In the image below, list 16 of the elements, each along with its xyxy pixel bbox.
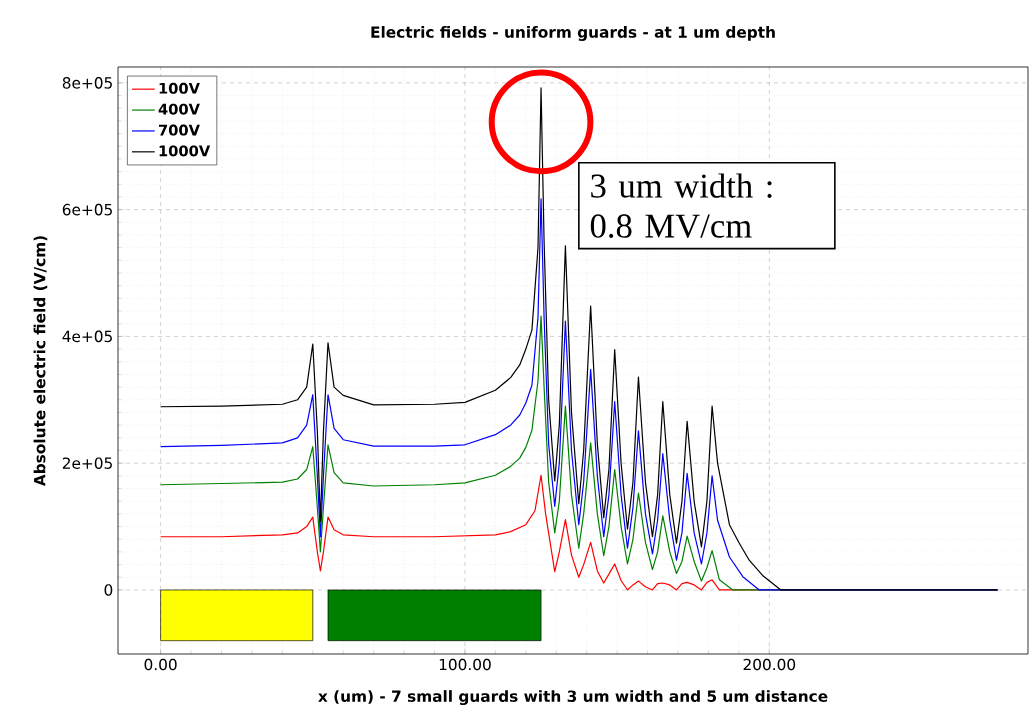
x-tick-label: 100.00 [439,658,491,671]
legend-label: 100V [159,82,200,94]
x-axis-title: x (um) - 7 small guards with 3 um width and 5 um distance [318,690,828,706]
y-tick-label: 2e+05 [62,457,112,469]
y-tick-label: 6e+05 [62,203,112,216]
y-tick-label: 8e+05 [62,77,112,89]
legend-label: 1000V [159,145,211,157]
legend-label: 400V [158,103,200,115]
legend-label: 700V [158,124,200,136]
y-tick-label: 0 [104,584,113,596]
x-tick-label: 200.00 [743,658,796,671]
chart-title: Electric fields - uniform guards - at 1 um depth [371,25,775,41]
x-tick-label: 0.00 [144,658,177,671]
annotation: 3 um width : 0.8 MV/cm [590,173,772,238]
y-axis-title: Absolute electric field (V/cm) [33,236,48,487]
y-tick-label: 4e+05 [62,330,112,343]
